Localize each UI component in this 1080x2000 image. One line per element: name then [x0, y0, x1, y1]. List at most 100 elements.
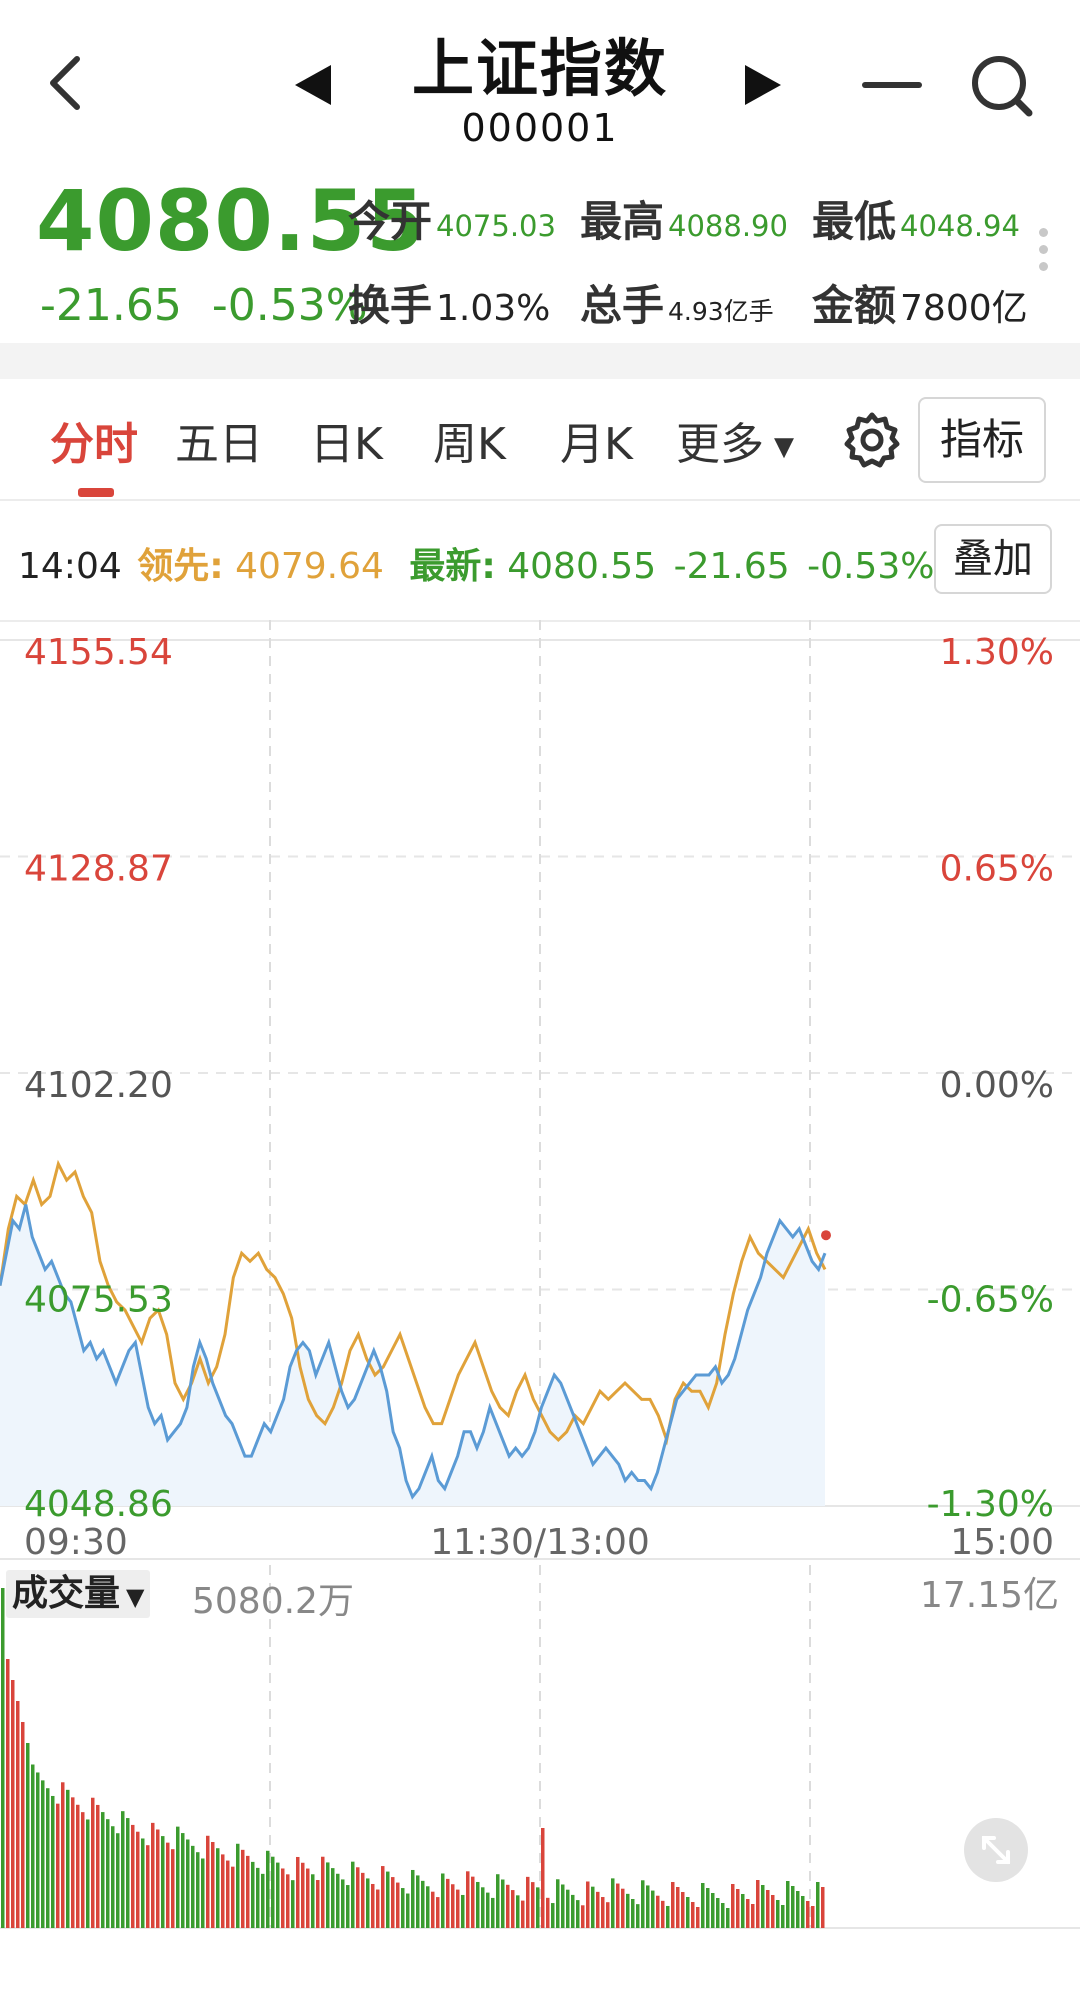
volume-bar: [421, 1880, 425, 1928]
y-left-label: 4075.53: [24, 1280, 173, 1321]
volume-bar: [361, 1872, 365, 1928]
stat-low: 最低 4048.94: [812, 188, 1020, 249]
current-price: 4080.55: [36, 172, 426, 270]
volume-bar: [101, 1812, 105, 1928]
volume-bar: [291, 1880, 295, 1928]
volume-bar: [651, 1890, 655, 1928]
volume-bar: [311, 1874, 315, 1928]
intraday-chart[interactable]: 4155.54 4128.87 4102.20 4075.53 4048.86 1.30%…: [0, 620, 1080, 2000]
volume-bar: [376, 1889, 380, 1928]
volume-bar: [416, 1875, 420, 1928]
volume-bar: [91, 1797, 95, 1928]
back-arrow-icon[interactable]: [30, 48, 100, 118]
volume-bar: [556, 1879, 560, 1928]
settings-gear-icon[interactable]: [840, 408, 904, 472]
volume-bar: [36, 1772, 40, 1928]
stat-open: 今开 4075.03: [348, 188, 556, 249]
volume-bar: [161, 1836, 165, 1928]
volume-bar: [131, 1824, 135, 1928]
volume-bar: [511, 1890, 515, 1928]
volume-bar: [146, 1845, 150, 1928]
volume-bar: [536, 1887, 540, 1928]
volume-bar: [406, 1893, 410, 1928]
volume-bar: [621, 1888, 625, 1928]
y-left-label: 4102.20: [24, 1065, 173, 1106]
tab-more[interactable]: 更多 ▼: [676, 408, 794, 472]
x-axis-label: 11:30/13:00: [430, 1522, 650, 1563]
volume-bar: [261, 1873, 265, 1928]
prev-triangle-icon[interactable]: [290, 62, 336, 108]
expand-icon[interactable]: [964, 1818, 1028, 1882]
volume-bar: [646, 1885, 650, 1928]
overlay-button[interactable]: 叠加: [934, 524, 1052, 594]
volume-bar: [626, 1893, 630, 1928]
x-axis-label: 09:30: [24, 1522, 128, 1563]
volume-bar: [356, 1867, 360, 1928]
volume-bar: [241, 1849, 245, 1928]
volume-bar: [431, 1891, 435, 1928]
volume-bar: [636, 1904, 640, 1928]
stat-low-value: 4048.94: [900, 209, 1020, 243]
volume-bar: [591, 1886, 595, 1928]
search-icon[interactable]: [966, 50, 1038, 122]
stat-high-label: 最高: [580, 197, 665, 246]
tab-weekly-k[interactable]: 周K: [433, 419, 506, 470]
stat-amount: 金额 7800亿: [812, 272, 1028, 333]
volume-bar: [561, 1884, 565, 1928]
volume-bar: [211, 1842, 215, 1928]
tab-timeshare[interactable]: 分时: [50, 419, 138, 470]
volume-bar: [31, 1764, 35, 1928]
volume-bar: [366, 1878, 370, 1928]
volume-bar: [781, 1905, 785, 1928]
stat-turnover-label: 换手: [348, 281, 433, 330]
stat-volume-value: 4.93亿手: [668, 297, 774, 326]
volume-bar: [461, 1894, 465, 1928]
volume-bar: [816, 1882, 820, 1928]
stat-volume-label: 总手: [580, 281, 665, 330]
volume-bar: [136, 1831, 140, 1928]
volume-bar: [156, 1829, 160, 1928]
stock-code: 000001: [461, 106, 619, 150]
stat-turnover-value: 1.03%: [436, 288, 551, 329]
volume-bar: [741, 1894, 745, 1928]
volume-bar: [296, 1856, 300, 1928]
volume-bar: [796, 1891, 800, 1928]
indicator-button[interactable]: 指标: [918, 397, 1046, 483]
volume-bar: [226, 1860, 230, 1928]
volume-bar: [541, 1828, 545, 1928]
y-right-label: 1.30%: [940, 632, 1054, 673]
section-divider: [0, 343, 1080, 379]
info-latest-value: 4080.55: [507, 546, 657, 587]
volume-bar: [111, 1826, 115, 1928]
last-price-dot: [821, 1230, 831, 1241]
volume-bar: [466, 1871, 470, 1928]
volume-bar: [1, 1588, 5, 1928]
stat-low-label: 最低: [812, 197, 897, 246]
volume-bar: [306, 1868, 310, 1928]
tab-monthly-k[interactable]: 月K: [560, 419, 633, 470]
volume-bar: [256, 1867, 260, 1928]
volume-bar: [606, 1902, 610, 1928]
tabs-divider: [0, 499, 1080, 501]
volume-bar: [586, 1881, 590, 1928]
volume-bar: [471, 1876, 475, 1928]
volume-bar: [186, 1839, 190, 1928]
tab-daily-k[interactable]: 日K: [310, 419, 383, 470]
more-dots-icon[interactable]: [1039, 228, 1051, 276]
minus-icon[interactable]: [858, 60, 926, 110]
next-triangle-icon[interactable]: [740, 62, 786, 108]
volume-bar: [501, 1879, 505, 1928]
volume-bar: [166, 1842, 170, 1928]
info-lead-label: 领先:: [137, 546, 224, 587]
volume-bar: [196, 1852, 200, 1928]
tab-five-day[interactable]: 五日: [175, 419, 263, 470]
info-latest-pct: -0.53%: [807, 546, 935, 587]
volume-bar: [151, 1822, 155, 1928]
volume-selector[interactable]: 成交量 ▼: [6, 1570, 151, 1618]
stat-high-value: 4088.90: [668, 209, 788, 243]
stat-amount-value: 7800亿: [900, 288, 1028, 329]
volume-bar: [271, 1856, 275, 1928]
y-right-label: -0.65%: [927, 1280, 1054, 1321]
volume-bar: [766, 1890, 770, 1928]
volume-bar: [496, 1874, 500, 1928]
